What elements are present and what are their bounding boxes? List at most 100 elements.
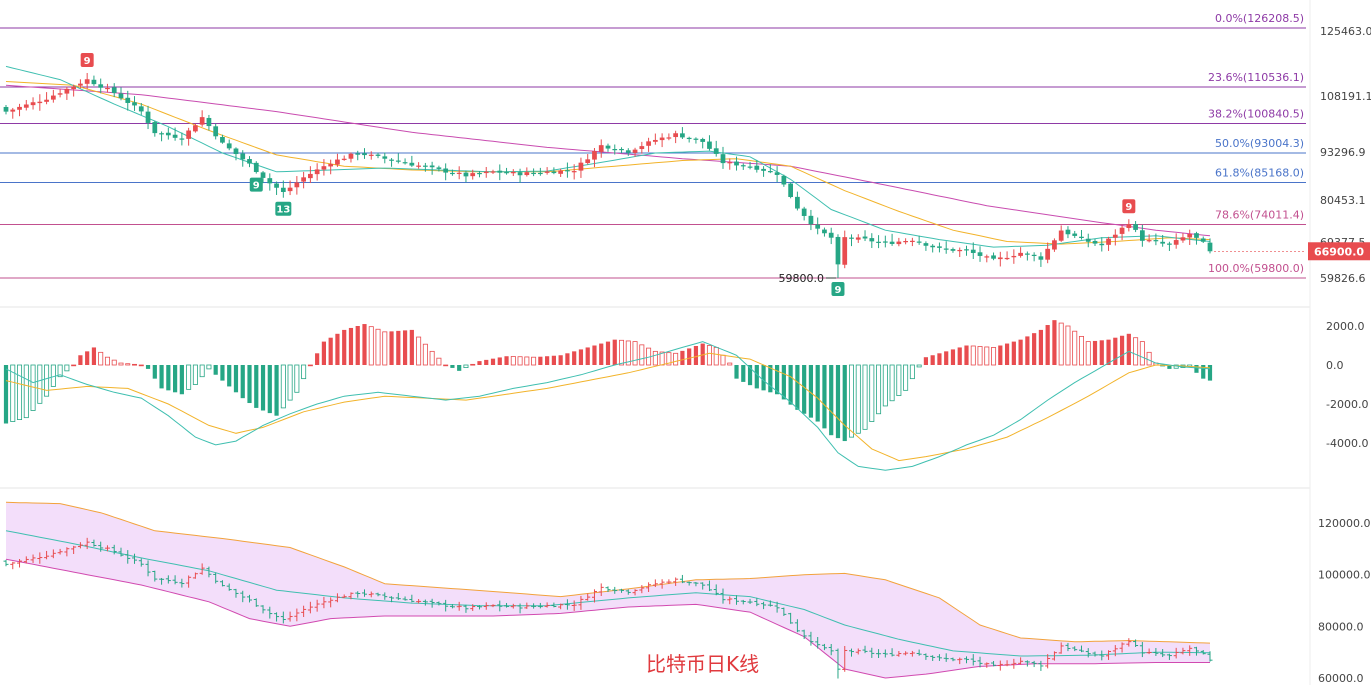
candle-body [828, 232, 834, 238]
candle-body [612, 149, 618, 151]
td-marker-label: 9 [834, 285, 841, 296]
price-axis-tick: 108191.1 [1320, 90, 1371, 103]
candle-body [206, 117, 212, 127]
candle-body [1126, 224, 1132, 229]
candle-body [490, 171, 496, 173]
candle-body [456, 172, 462, 174]
boll-mid-line [5, 530, 1211, 657]
candle-body [910, 240, 915, 242]
candle-body [470, 173, 476, 177]
candle-body [849, 237, 854, 239]
macd-histogram-bar [477, 361, 482, 365]
last-price-badge [1308, 242, 1370, 261]
macd-histogram-bar [889, 364, 895, 402]
macd-histogram-bar [220, 365, 225, 381]
macd-histogram-bar [267, 365, 272, 414]
macd-histogram-bar [1058, 322, 1064, 366]
macd-histogram-bar [741, 365, 746, 382]
macd-histogram-bar [1038, 329, 1043, 365]
candle-body [497, 170, 503, 173]
macd-histogram-bar [612, 339, 617, 365]
candle-body [991, 255, 996, 259]
candle-body [930, 245, 936, 248]
macd-histogram-bar [104, 356, 110, 366]
macd-histogram-bar [10, 364, 16, 422]
candle-body [876, 241, 881, 243]
candle-body [1099, 243, 1105, 246]
candle-body [592, 151, 597, 160]
candle-body [1038, 256, 1044, 260]
macd-histogram-bar [1085, 341, 1091, 366]
macd-histogram-bar [944, 351, 949, 365]
candle-body [537, 172, 543, 175]
macd-histogram-bar [984, 346, 990, 366]
candle-body [788, 183, 793, 198]
candle-body [267, 178, 273, 184]
candle-body [531, 172, 536, 175]
candle-body [1079, 236, 1084, 239]
candle-body [1200, 238, 1206, 242]
macd-histogram-bar [687, 348, 692, 365]
macd-histogram-bar [199, 364, 205, 378]
candle-body [869, 238, 875, 242]
candle-body [835, 236, 841, 265]
macd-histogram-bar [916, 364, 922, 368]
macd-histogram-bar [98, 351, 104, 366]
candle-body [727, 162, 733, 164]
macd-histogram-bar [734, 365, 739, 379]
macd-histogram-bar [700, 343, 705, 365]
macd-histogram-bar [382, 331, 388, 366]
candle-body [10, 109, 16, 112]
fib-label: 78.6%(74011.4) [1215, 209, 1304, 222]
last-price-label: 66900.0 [1314, 245, 1364, 258]
macd-histogram-bar [78, 355, 83, 365]
candle-body [632, 149, 638, 153]
candle-body [152, 122, 158, 134]
candle-body [213, 126, 219, 137]
macd-histogram-bar [706, 345, 712, 366]
macd-histogram-bar [882, 364, 888, 407]
candle-body [260, 172, 266, 178]
candle-body [950, 249, 956, 251]
macd-histogram-bar [788, 365, 793, 405]
candle-body [389, 159, 394, 161]
candle-body [822, 229, 827, 234]
candle-body [544, 171, 550, 173]
price-axis-tick: 125463.0 [1320, 25, 1371, 38]
candle-body [1106, 238, 1111, 245]
macd-histogram-bar [795, 365, 800, 410]
td-marker [831, 282, 845, 296]
candle-body [247, 159, 252, 164]
fib-label: 0.0%(126208.5) [1215, 12, 1304, 25]
candle-body [57, 93, 63, 95]
candle-body [111, 87, 117, 93]
macd-histogram-bar [625, 340, 631, 366]
macd-histogram-bar [1052, 320, 1057, 365]
candle-body [308, 173, 313, 179]
macd-histogram-bar [632, 341, 638, 366]
candle-body [253, 162, 259, 173]
candle-body [159, 133, 164, 135]
candle-body [233, 148, 239, 155]
macd-histogram-bar [1167, 365, 1172, 369]
macd-histogram-bar [254, 365, 259, 408]
macd-histogram-bar [1139, 341, 1145, 366]
macd-histogram-bar [1119, 335, 1125, 365]
boll-band-fill [6, 502, 1210, 678]
candle-body [1045, 248, 1051, 260]
macd-histogram-bar [1126, 333, 1131, 365]
macd-histogram-bar [950, 349, 956, 365]
candle-body [680, 133, 685, 138]
macd-histogram-bar [50, 364, 56, 387]
candle-body [382, 156, 388, 159]
candle-body [504, 172, 509, 174]
boll-axis-tick: 100000.0 [1318, 569, 1371, 582]
candle-body [598, 145, 604, 152]
macd-histogram-bar [429, 350, 435, 366]
candle-body [916, 241, 922, 243]
candle-body [565, 170, 570, 172]
macd-histogram-bar [896, 364, 902, 396]
macd-histogram-bar [923, 357, 929, 365]
macd-histogram-bar [835, 365, 841, 439]
macd-histogram-bar [342, 329, 347, 365]
